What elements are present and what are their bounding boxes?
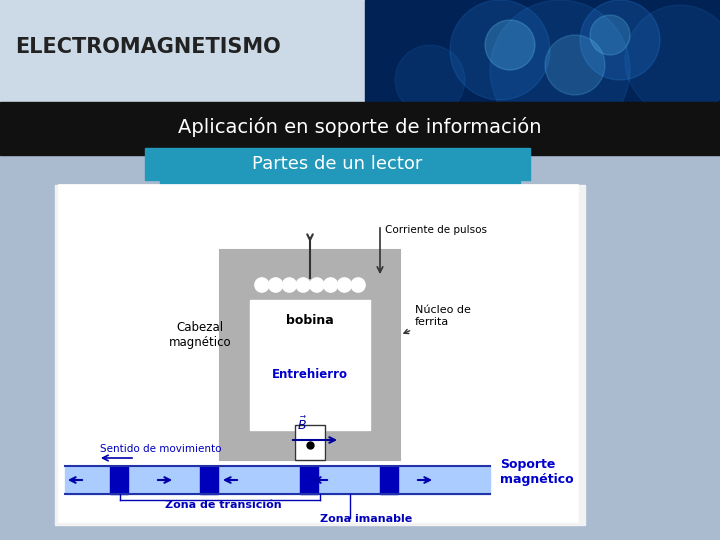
- Bar: [145, 148, 530, 180]
- Text: ELECTROMAGNETISMO: ELECTROMAGNETISMO: [15, 37, 281, 57]
- Ellipse shape: [333, 394, 349, 406]
- Bar: [0, 0, 370, 110]
- Text: Soporte
magnético: Soporte magnético: [500, 458, 574, 486]
- Circle shape: [520, 0, 620, 100]
- Bar: [58, 184, 578, 522]
- Ellipse shape: [310, 278, 324, 292]
- Bar: [295, 425, 325, 460]
- Circle shape: [495, 10, 575, 90]
- Text: Partes de un lector: Partes de un lector: [252, 155, 422, 173]
- Ellipse shape: [302, 394, 318, 406]
- Bar: [295, 425, 325, 460]
- Ellipse shape: [282, 278, 296, 292]
- Circle shape: [395, 45, 465, 115]
- Text: Zona de transición: Zona de transición: [165, 500, 282, 510]
- Bar: [220, 250, 400, 460]
- Text: Entrehierro: Entrehierro: [272, 368, 348, 381]
- Bar: [365, 0, 720, 105]
- Ellipse shape: [255, 394, 271, 406]
- Ellipse shape: [296, 278, 310, 292]
- Circle shape: [590, 15, 630, 55]
- Circle shape: [450, 0, 550, 100]
- Circle shape: [485, 20, 535, 70]
- Circle shape: [570, 0, 710, 120]
- Circle shape: [580, 0, 660, 80]
- Bar: [250, 300, 370, 430]
- Bar: [0, 0, 365, 105]
- Circle shape: [625, 5, 720, 115]
- Ellipse shape: [349, 394, 365, 406]
- Ellipse shape: [271, 394, 287, 406]
- Ellipse shape: [318, 394, 333, 406]
- Bar: [110, 466, 128, 494]
- Bar: [0, 102, 720, 150]
- Text: Aplicación en soporte de información: Aplicación en soporte de información: [179, 117, 541, 137]
- Ellipse shape: [338, 278, 351, 292]
- Bar: [65, 466, 490, 494]
- Bar: [0, 110, 720, 155]
- Text: Núcleo de
ferrita: Núcleo de ferrita: [404, 306, 471, 334]
- Text: Corriente de pulsos: Corriente de pulsos: [385, 225, 487, 235]
- Text: Zona imanable: Zona imanable: [320, 514, 413, 524]
- Circle shape: [490, 0, 630, 140]
- Circle shape: [470, 20, 530, 80]
- Ellipse shape: [324, 278, 338, 292]
- Bar: [370, 0, 720, 110]
- Ellipse shape: [351, 278, 365, 292]
- Text: Sentido de movimiento: Sentido de movimiento: [100, 444, 222, 454]
- Text: $\vec{B}$: $\vec{B}$: [297, 416, 307, 433]
- Bar: [380, 466, 398, 494]
- Ellipse shape: [269, 278, 282, 292]
- Ellipse shape: [287, 394, 302, 406]
- Ellipse shape: [255, 278, 269, 292]
- Bar: [160, 153, 520, 185]
- Bar: [55, 185, 585, 525]
- Bar: [200, 466, 218, 494]
- Circle shape: [545, 35, 605, 95]
- Text: bobina: bobina: [286, 314, 334, 327]
- Circle shape: [545, 0, 665, 110]
- Text: Cabezal
magnético: Cabezal magnético: [168, 321, 231, 349]
- Bar: [300, 466, 318, 494]
